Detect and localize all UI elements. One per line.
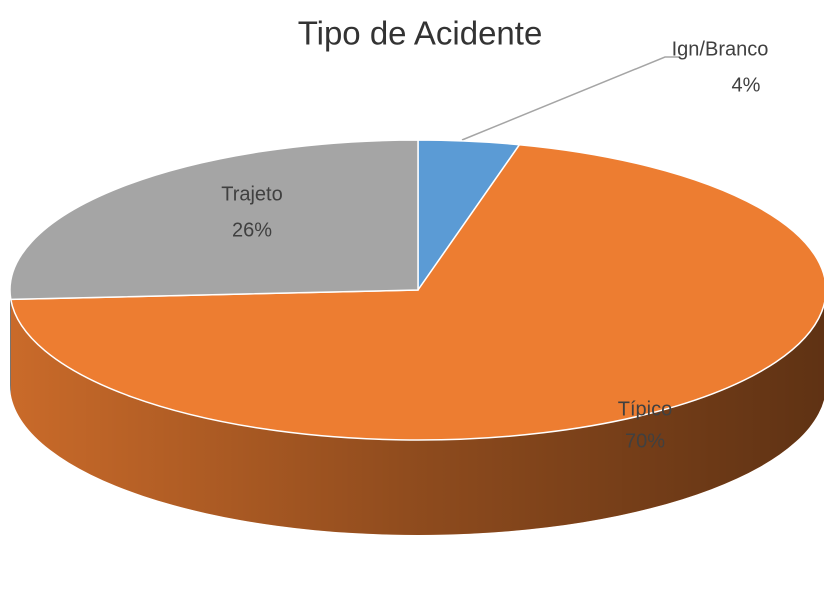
pie-slice: [9, 143, 824, 441]
pie-slice: [9, 139, 419, 301]
data-label-name: Ign/Branco: [672, 38, 769, 60]
data-label-value: 26%: [232, 219, 272, 241]
data-label-name: Trajeto: [221, 183, 283, 205]
pie-side-shade: [10, 299, 824, 535]
data-label-value: 70%: [625, 430, 665, 452]
chart-title: Tipo de Acidente: [298, 15, 543, 52]
data-label-value: 4%: [732, 74, 761, 96]
data-label-name: Típico: [618, 398, 672, 420]
leader-line: [461, 56, 680, 141]
pie-side-shade: [10, 290, 11, 395]
